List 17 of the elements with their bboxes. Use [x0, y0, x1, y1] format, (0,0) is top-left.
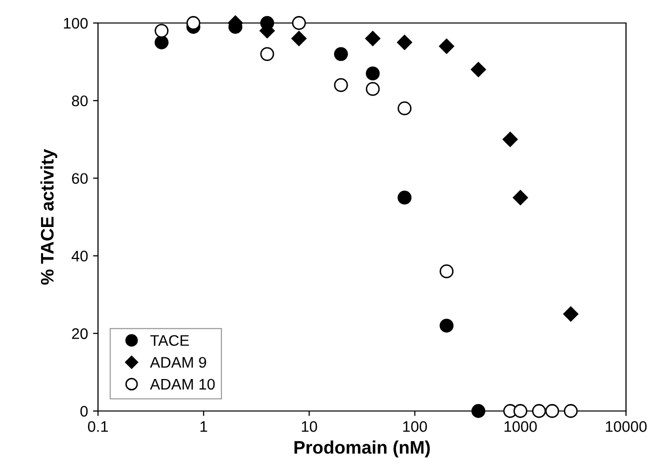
x-tick-label: 10 [302, 421, 318, 432]
x-tick-label: 1 [200, 421, 208, 432]
legend-label: ADAM 9 [150, 356, 206, 368]
x-tick-label: 10000 [606, 421, 647, 432]
x-tick-label: 0.1 [88, 421, 108, 432]
y-axis-title: % TACE activity [40, 149, 58, 285]
x-tick-label: 100 [403, 421, 427, 432]
y-tick-label: 0 [80, 406, 88, 417]
y-tick-label: 40 [72, 250, 88, 262]
y-tick-label: 80 [72, 95, 88, 106]
x-axis-title: Prodomain (nM) [294, 440, 430, 458]
y-tick-label: 20 [72, 328, 88, 340]
y-tick-label: 100 [64, 18, 88, 29]
legend-label: ADAM 10 [150, 378, 215, 390]
x-tick-label: 1000 [504, 421, 537, 432]
legend-label: TACE [150, 335, 189, 346]
y-tick-label: 60 [72, 173, 88, 184]
